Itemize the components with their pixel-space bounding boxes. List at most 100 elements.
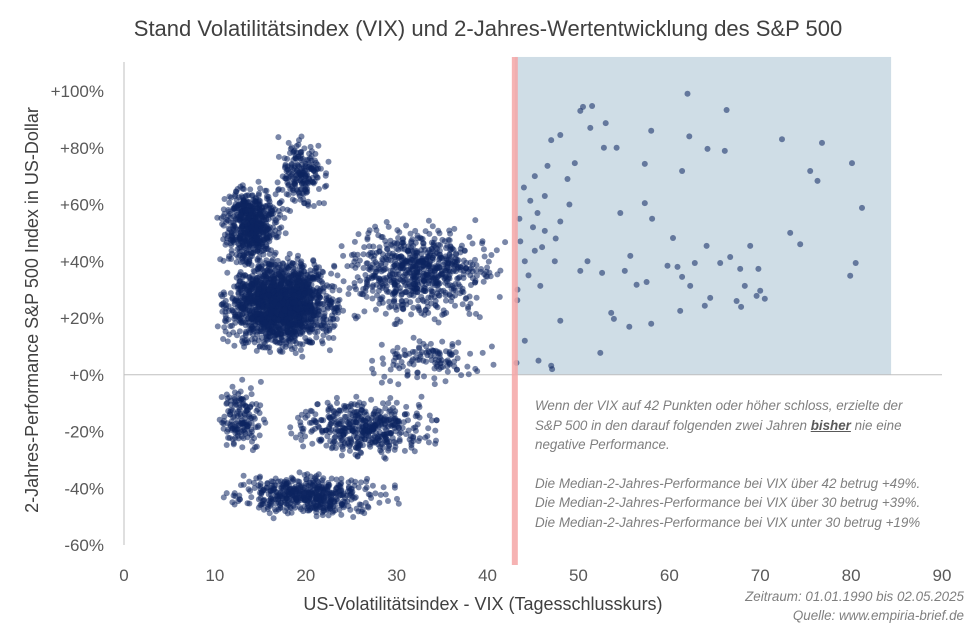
scatter-point xyxy=(227,240,234,247)
scatter-point xyxy=(445,274,452,281)
scatter-point xyxy=(260,251,267,258)
scatter-point xyxy=(406,292,413,299)
x-tick-label: 20 xyxy=(296,566,315,585)
scatter-point xyxy=(357,277,364,284)
scatter-point xyxy=(446,292,453,299)
scatter-point xyxy=(231,389,238,396)
scatter-point xyxy=(346,492,353,499)
scatter-point xyxy=(319,505,326,511)
scatter-point xyxy=(227,290,234,297)
scatter-point xyxy=(262,319,269,326)
scatter-point xyxy=(259,227,266,234)
scatter-point xyxy=(382,491,389,498)
scatter-point xyxy=(348,401,355,407)
scatter-point xyxy=(220,222,227,229)
scatter-point xyxy=(401,246,408,253)
scatter-point xyxy=(252,444,259,451)
scatter-point xyxy=(366,441,373,448)
scatter-point xyxy=(288,274,295,281)
scatter-point xyxy=(441,238,448,245)
scatter-point xyxy=(237,269,244,275)
scatter-point xyxy=(392,289,399,295)
scatter-point xyxy=(859,204,865,211)
scatter-point xyxy=(291,178,298,185)
y-tick-label: +60% xyxy=(60,196,104,215)
scatter-point xyxy=(388,241,395,248)
scatter-point xyxy=(218,291,224,298)
y-tick-label: -60% xyxy=(64,536,104,555)
scatter-point xyxy=(342,430,349,436)
scatter-point xyxy=(286,491,293,498)
scatter-point xyxy=(369,357,376,364)
scatter-point xyxy=(301,268,308,275)
scatter-point xyxy=(380,484,387,491)
scatter-point xyxy=(386,298,393,305)
scatter-point xyxy=(707,294,714,301)
scatter-point xyxy=(457,266,464,273)
scatter-point xyxy=(399,240,406,246)
scatter-point xyxy=(847,272,854,279)
scatter-point xyxy=(431,352,438,359)
scatter-point xyxy=(235,202,241,209)
scatter-point xyxy=(287,424,294,431)
scatter-point xyxy=(382,455,389,462)
scatter-point xyxy=(356,501,363,508)
scatter-point xyxy=(268,501,275,508)
scatter-point xyxy=(224,269,231,276)
scatter-point xyxy=(309,481,316,488)
scatter-point xyxy=(260,282,267,289)
scatter-point xyxy=(326,347,333,354)
scatter-point xyxy=(279,186,286,193)
scatter-point xyxy=(258,212,265,219)
scatter-point xyxy=(233,259,240,266)
scatter-point xyxy=(613,144,620,151)
scatter-point xyxy=(723,107,730,113)
scatter-point xyxy=(394,316,401,323)
scatter-point xyxy=(531,247,538,254)
scatter-point xyxy=(325,158,332,165)
y-axis-label: 2-Jahres-Performance S&P 500 Index in US… xyxy=(22,107,42,513)
scatter-point xyxy=(577,267,584,274)
scatter-point xyxy=(326,489,333,496)
scatter-point xyxy=(308,408,315,415)
scatter-point xyxy=(302,433,309,440)
scatter-point xyxy=(308,157,315,164)
scatter-point xyxy=(254,310,261,317)
scatter-point xyxy=(393,253,400,259)
scatter-point xyxy=(426,412,433,419)
scatter-point xyxy=(403,259,410,266)
scatter-point xyxy=(488,252,495,258)
scatter-point xyxy=(350,514,357,520)
scatter-point xyxy=(779,136,785,143)
scatter-point xyxy=(296,504,303,511)
scatter-point xyxy=(235,290,242,297)
scatter-point xyxy=(457,249,464,256)
scatter-point xyxy=(247,231,254,238)
scatter-point xyxy=(251,197,258,204)
scatter-point xyxy=(684,90,691,97)
scatter-point xyxy=(423,358,429,365)
scatter-point xyxy=(246,478,253,485)
scatter-point xyxy=(269,273,276,280)
scatter-point xyxy=(478,266,485,272)
scatter-point xyxy=(289,170,296,177)
scatter-point xyxy=(365,251,372,258)
scatter-point xyxy=(454,366,460,373)
scatter-point xyxy=(352,413,359,420)
scatter-point xyxy=(222,308,229,315)
scatter-point xyxy=(442,253,449,260)
scatter-point xyxy=(274,329,281,336)
scatter-point xyxy=(295,292,302,299)
scatter-point xyxy=(273,219,280,226)
scatter-point xyxy=(431,316,438,323)
scatter-point xyxy=(466,311,473,317)
median-stat: Die Median-2-Jahres-Performance bei VIX … xyxy=(535,475,921,491)
scatter-point xyxy=(219,419,226,426)
scatter-point xyxy=(409,248,416,255)
scatter-point xyxy=(321,183,328,190)
scatter-point xyxy=(246,411,253,418)
scatter-point xyxy=(376,499,383,506)
scatter-point xyxy=(396,229,403,236)
scatter-point xyxy=(400,305,407,312)
scatter-point xyxy=(229,322,235,329)
